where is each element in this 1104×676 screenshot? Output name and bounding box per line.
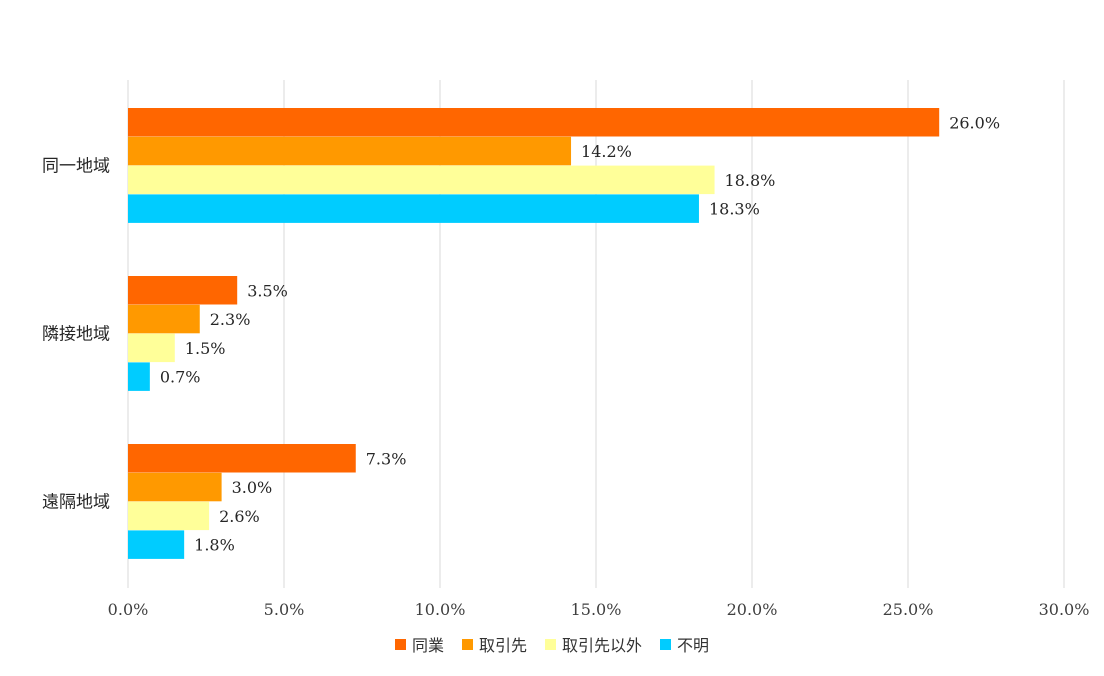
bar — [128, 108, 940, 137]
legend-item: 不明 — [660, 632, 709, 656]
bar — [128, 530, 185, 559]
x-tick-label: 15.0% — [571, 600, 622, 619]
x-tick-label: 30.0% — [1039, 600, 1090, 619]
x-tick-label: 20.0% — [727, 600, 778, 619]
bar — [128, 194, 699, 223]
data-label: 2.6% — [219, 507, 260, 526]
legend-item: 取引先以外 — [545, 632, 642, 656]
category-label: 隣接地域 — [42, 325, 110, 345]
bar — [128, 444, 356, 473]
bar — [128, 304, 200, 334]
x-tick-label: 0.0% — [108, 600, 149, 619]
legend-swatch-torihikisaki — [461, 638, 473, 650]
bar — [128, 276, 238, 305]
data-label: 0.7% — [160, 368, 201, 387]
data-label: 2.3% — [210, 310, 251, 329]
bar — [128, 165, 715, 195]
data-label: 1.5% — [185, 339, 226, 358]
data-label: 26.0% — [949, 113, 1000, 132]
bar — [128, 362, 150, 391]
legend-item: 同業 — [394, 632, 444, 656]
data-label: 14.2% — [581, 142, 632, 161]
x-tick-label: 5.0% — [264, 600, 305, 619]
data-label: 18.8% — [725, 171, 776, 190]
category-label: 遠隔地域 — [42, 493, 110, 513]
bar — [128, 501, 210, 531]
legend-item: 取引先 — [461, 632, 527, 656]
category-label: 同一地域 — [42, 157, 110, 177]
bar — [128, 333, 175, 363]
legend-swatch-torihikisaki-igai — [545, 638, 556, 650]
legend-label: 取引先以外 — [562, 636, 643, 655]
data-label: 1.8% — [194, 536, 235, 555]
x-tick-label: 10.0% — [415, 600, 466, 619]
data-label: 18.3% — [709, 200, 760, 219]
data-label: 3.0% — [232, 478, 273, 497]
legend-swatch-fumei — [660, 638, 672, 650]
legend: 同業 取引先 取引先以外 不明 — [0, 632, 1104, 656]
data-label: 7.3% — [366, 449, 407, 468]
legend-label: 同業 — [411, 636, 444, 655]
legend-swatch-dougyou — [394, 638, 406, 650]
legend-label: 取引先 — [478, 636, 527, 655]
legend-label: 不明 — [677, 636, 710, 655]
data-label: 3.5% — [247, 281, 288, 300]
bar — [128, 136, 572, 166]
x-tick-label: 25.0% — [883, 600, 934, 619]
bar — [128, 472, 222, 502]
